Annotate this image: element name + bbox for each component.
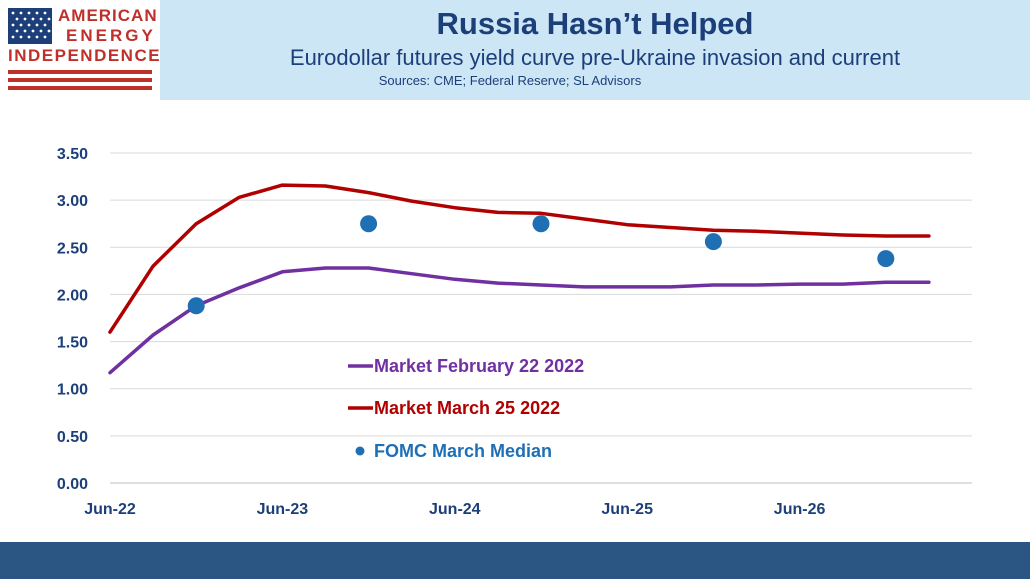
x-tick-label: Jun-22 — [84, 501, 136, 518]
legend-label: Market March 25 2022 — [374, 398, 560, 418]
brand-line-1: AMERICAN — [58, 6, 158, 25]
y-tick-label: 3.50 — [57, 146, 88, 163]
y-tick-label: 1.00 — [57, 382, 88, 399]
series-line — [108, 266, 931, 375]
x-tick-label: Jun-25 — [601, 501, 653, 518]
data-point — [532, 215, 550, 233]
legend-label: FOMC March Median — [374, 441, 552, 461]
brand-line-3: INDEPENDENCE — [8, 46, 162, 65]
y-tick-label: 0.00 — [57, 476, 88, 493]
us-flag-icon — [8, 8, 52, 44]
x-tick-label: Jun-23 — [257, 501, 309, 518]
data-point — [360, 215, 378, 233]
yield-curve-chart: 0.00 0.50 1.00 1.50 2.00 2.50 3.00 3.50 Jun-22 Ju… — [57, 146, 972, 518]
y-tick-label: 1.50 — [57, 335, 88, 352]
american-energy-independence-logo: AMERICAN ENERGY INDEPENDENCE — [0, 0, 160, 100]
data-point — [187, 297, 205, 315]
y-tick-label: 3.00 — [57, 193, 88, 210]
legend-label: Market February 22 2022 — [374, 356, 584, 376]
x-tick-label: Jun-24 — [429, 501, 481, 518]
y-tick-label: 0.50 — [57, 429, 88, 446]
x-tick-label: Jun-26 — [774, 501, 826, 518]
data-point — [877, 250, 895, 268]
footer-bar — [0, 542, 1030, 579]
y-tick-label: 2.50 — [57, 240, 88, 257]
header-banner: AMERICAN ENERGY INDEPENDENCE Russia Hasn… — [0, 0, 1030, 100]
y-tick-label: 2.00 — [57, 287, 88, 304]
page-subtitle: Eurodollar futures yield curve pre-Ukrai… — [289, 45, 901, 70]
series-line — [108, 183, 931, 334]
data-point — [704, 233, 722, 251]
brand-line-2: ENERGY — [66, 26, 156, 45]
legend-swatch — [355, 446, 365, 456]
flag-stripes-icon — [8, 70, 152, 90]
source-note: Sources: CME; Federal Reserve; SL Adviso… — [378, 73, 642, 88]
page-title: Russia Hasn’t Helped — [436, 6, 754, 41]
